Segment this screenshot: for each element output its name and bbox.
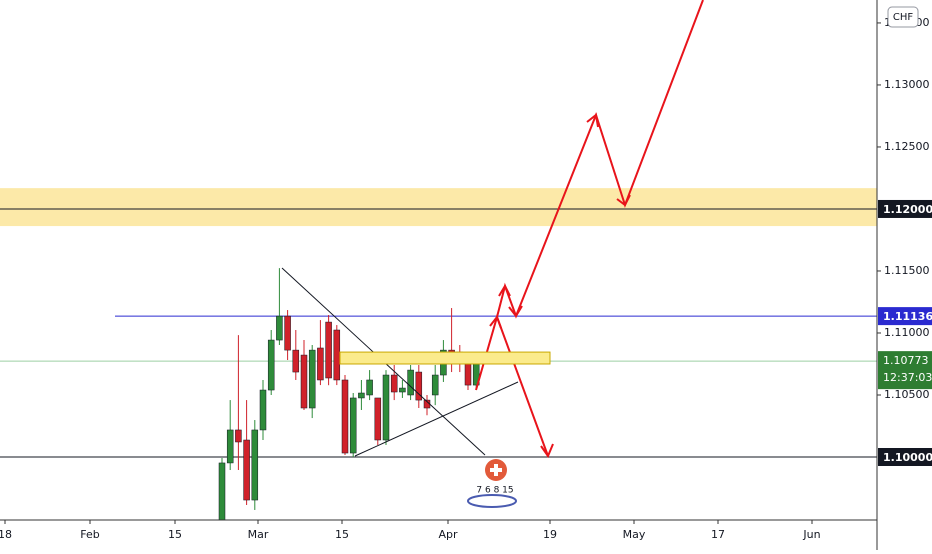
- last-price-box: [878, 351, 932, 390]
- y-tick-label: 1.11500: [884, 264, 930, 277]
- candle-body: [349, 397, 357, 454]
- candle-body: [431, 374, 439, 396]
- background: [0, 188, 877, 458]
- projection-arrows: [475, 0, 704, 459]
- arrow-path: [475, 313, 549, 457]
- arrow-head: [616, 194, 631, 207]
- x-tick-label: Feb: [80, 528, 99, 541]
- candle-body: [308, 349, 316, 409]
- x-tick-label: 17: [711, 528, 725, 541]
- countdown-label: 12:37:03: [883, 371, 932, 384]
- candle-body: [259, 389, 267, 431]
- candle-body: [226, 429, 234, 464]
- candle-body: [358, 392, 365, 399]
- currency-box: [887, 6, 919, 28]
- candle-body: [407, 369, 414, 396]
- candle-body: [333, 329, 341, 381]
- trend-line: [354, 381, 519, 457]
- candle-body: [374, 397, 382, 441]
- candle-body: [235, 429, 242, 443]
- candle-body: [267, 339, 275, 391]
- logo: 7 6 8 15: [467, 459, 517, 508]
- candle-body: [464, 361, 472, 386]
- last-price-label: 1.10773: [883, 354, 929, 367]
- candle-body: [415, 371, 423, 401]
- y-tick-label: 1.10500: [884, 388, 930, 401]
- candle-body: [292, 349, 300, 373]
- logo-text: 7 6 8 15: [476, 486, 513, 496]
- x-tick-label: May: [623, 528, 646, 541]
- level-label: 1.10000: [883, 451, 932, 464]
- level-label: 1.12000: [883, 203, 932, 216]
- arrow-head: [498, 283, 511, 297]
- candle-body: [399, 387, 406, 393]
- candle-body: [276, 315, 283, 341]
- candle-body: [243, 439, 250, 501]
- candle-body: [284, 315, 291, 351]
- arrow-path: [496, 0, 704, 319]
- arrow-head: [586, 113, 599, 128]
- level-label: 1.11136: [883, 310, 932, 323]
- y-tick-label: 1.13000: [884, 78, 930, 91]
- x-tick-label: Apr: [438, 528, 458, 541]
- x-tick-label: 15: [168, 528, 182, 541]
- candle-body: [251, 429, 259, 501]
- plot-area: [218, 268, 480, 521]
- level-label-box: [878, 447, 932, 466]
- candle-body: [341, 379, 349, 454]
- candle-body: [382, 374, 390, 441]
- level-label-box: [878, 199, 932, 218]
- arrow-head: [540, 443, 554, 459]
- candle-body: [325, 321, 332, 379]
- x-tick-label: 19: [543, 528, 557, 541]
- x-tick-label: Jun: [802, 528, 820, 541]
- arrow-head: [508, 305, 523, 318]
- candle-body: [218, 462, 226, 521]
- candle-body: [300, 354, 308, 409]
- price-zone: [0, 188, 877, 227]
- axis-labels: 1.135001.130001.125001.115001.110001.105…: [0, 16, 932, 541]
- logo-cross: [494, 464, 498, 476]
- drawings: 7 6 8 15: [281, 0, 704, 508]
- candle-body: [317, 347, 324, 381]
- level-label-box: [878, 307, 932, 326]
- x-tick-label: Mar: [248, 528, 269, 541]
- candle-body: [390, 374, 398, 393]
- x-tick-label: 15: [335, 528, 349, 541]
- currency-label: CHF: [893, 12, 914, 23]
- price-zone: [339, 351, 551, 365]
- candle-body: [366, 379, 373, 396]
- y-tick-label: 1.12500: [884, 140, 930, 153]
- y-tick-label: 1.11000: [884, 326, 930, 339]
- x-tick-label: 18: [0, 528, 12, 541]
- logo-ring: [467, 494, 517, 508]
